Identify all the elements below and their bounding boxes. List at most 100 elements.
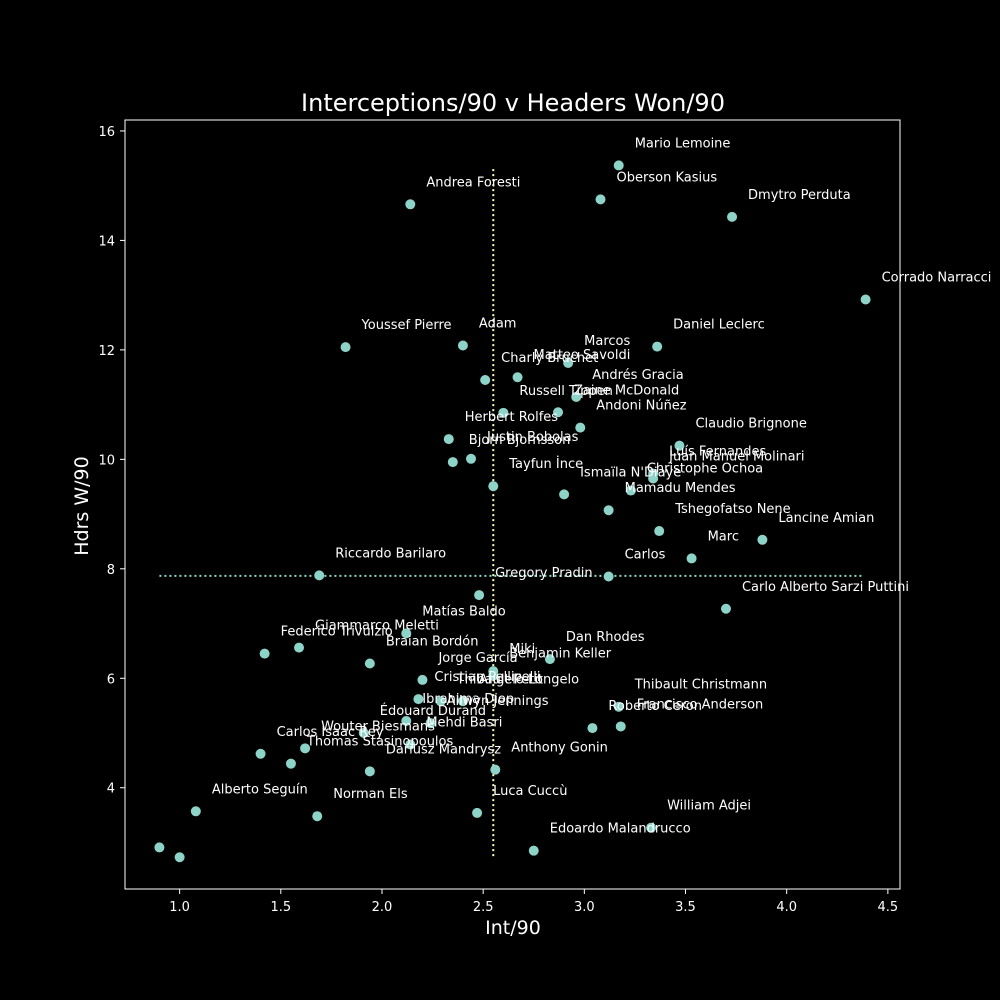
data-point-label: Ibrahima Diop: [422, 692, 514, 707]
data-point-label: Marc: [708, 529, 739, 544]
data-point-label: Francisco Anderson: [637, 697, 764, 712]
data-point: [488, 481, 499, 492]
data-point-label: Angelo Longelo: [479, 672, 579, 687]
axes: 1.0 1.5 2.0 2.5 3.0 3.5 4.0 4.5 4 6 8 10 12 14 16: [98, 119, 901, 915]
y-tick-label: 12: [98, 344, 115, 359]
data-point-label: Luca Cuccù: [493, 784, 567, 799]
points-layer: [154, 160, 871, 863]
data-point-label: Charly Bruchet: [501, 351, 598, 366]
data-point-label: Mehdi Basri: [426, 716, 502, 731]
data-point-label: Adam: [479, 317, 517, 332]
data-point: [488, 670, 499, 681]
data-point-label: Edoardo Malandrucco: [550, 822, 691, 837]
data-point: [443, 434, 454, 445]
data-point-label: Federico Trivulzio: [281, 625, 393, 640]
y-tick-label: 16: [98, 125, 115, 140]
data-point-label: Herbert Rolfes: [465, 410, 559, 425]
y-tick-label: 10: [98, 453, 115, 468]
data-point-label: Corrado Narracci: [882, 271, 992, 286]
data-point: [425, 718, 436, 729]
data-point-label: Andoni Núñez: [596, 399, 687, 414]
data-point-label: Christophe Ochoa: [647, 462, 763, 477]
data-point: [405, 199, 416, 210]
data-point: [447, 457, 458, 468]
data-point: [613, 160, 624, 171]
data-point: [563, 358, 574, 369]
data-point-label: William Adjei: [667, 799, 751, 814]
data-point: [674, 440, 685, 451]
data-point: [259, 648, 270, 659]
data-point-label: Zaine McDonald: [574, 383, 679, 398]
data-point: [457, 340, 468, 351]
data-point-label: Mario Lemoine: [635, 136, 731, 151]
data-point-label: Dan Rhodes: [566, 630, 645, 645]
data-point: [466, 453, 477, 464]
data-point-label: Norman Els: [333, 787, 408, 802]
data-point: [587, 723, 598, 734]
data-point-label: Bjorn Bjornsson: [469, 433, 571, 448]
data-point: [405, 739, 416, 750]
data-point: [435, 696, 446, 707]
data-point: [490, 764, 501, 775]
data-point-label: Claudio Brignone: [695, 417, 806, 432]
x-axis-label: Int/90: [485, 917, 541, 939]
x-tick-label: 1.5: [270, 900, 291, 915]
data-point-label: Braian Bordón: [386, 634, 479, 649]
data-point: [472, 807, 483, 818]
data-point: [174, 852, 185, 863]
data-point-label: Ismaïla N'Diaye: [580, 465, 681, 480]
data-point-label: Jorge García: [437, 651, 517, 666]
data-point-label: Giammarco Meletti: [315, 619, 439, 634]
data-point-label: Daniel Leclerc: [673, 318, 765, 333]
data-point: [364, 658, 375, 669]
data-point: [860, 294, 871, 305]
data-point: [654, 526, 665, 537]
data-point-label: Youssef Pierre: [361, 318, 452, 333]
chart-title: Interceptions/90 v Headers Won/90: [301, 89, 725, 117]
data-point: [294, 642, 305, 653]
data-point: [285, 758, 296, 769]
data-point-label: Thibault Christmann: [634, 678, 767, 693]
data-point-label: Lancine Amian: [778, 511, 874, 526]
data-point-label: Justin Bobolas: [486, 430, 579, 445]
data-point: [553, 407, 564, 418]
data-point-label: Carlo Alberto Sarzi Puttini: [742, 580, 909, 595]
data-point-label: Mamadu Mendes: [625, 481, 736, 496]
data-point: [646, 822, 657, 833]
x-tick-label: 1.0: [169, 900, 190, 915]
reference-lines: [159, 166, 864, 857]
data-point: [613, 701, 624, 712]
x-tick-label: 3.0: [574, 900, 595, 915]
data-point-label: Tshegofatso Nene: [674, 502, 790, 517]
x-tick-label: 4.5: [878, 900, 899, 915]
data-point: [720, 603, 731, 614]
data-point: [154, 842, 165, 853]
data-point: [498, 407, 509, 418]
data-point-label: Carlos Isaac Rey: [277, 725, 384, 740]
data-point: [528, 845, 539, 856]
data-point: [300, 743, 311, 754]
data-point-label: Riccardo Barilaro: [335, 546, 446, 561]
data-point: [512, 372, 523, 383]
data-point: [648, 473, 659, 484]
data-point-label: Matías Baldo: [422, 604, 506, 619]
data-point: [544, 654, 555, 665]
data-point: [364, 766, 375, 777]
y-tick-label: 8: [107, 563, 115, 578]
data-point: [255, 748, 266, 759]
data-point: [652, 341, 663, 352]
data-point: [314, 570, 325, 581]
data-point-label: Andrés Gracia: [592, 368, 683, 383]
data-point-label: Roberto Ceron: [608, 699, 702, 714]
data-point-label: Anthony Gonin: [511, 741, 608, 756]
data-point-label: Russell Tippen: [519, 384, 612, 399]
data-point: [401, 628, 412, 639]
y-tick-label: 6: [107, 672, 115, 687]
data-point-label: Alberto Seguín: [212, 782, 308, 797]
data-point-label: Dariusz Mandrysz: [386, 742, 501, 757]
y-tick-label: 4: [107, 782, 115, 797]
data-point-label: Benjamin Keller: [509, 647, 611, 662]
data-point: [340, 342, 351, 353]
data-point-label: Thibault Petit: [456, 672, 543, 687]
